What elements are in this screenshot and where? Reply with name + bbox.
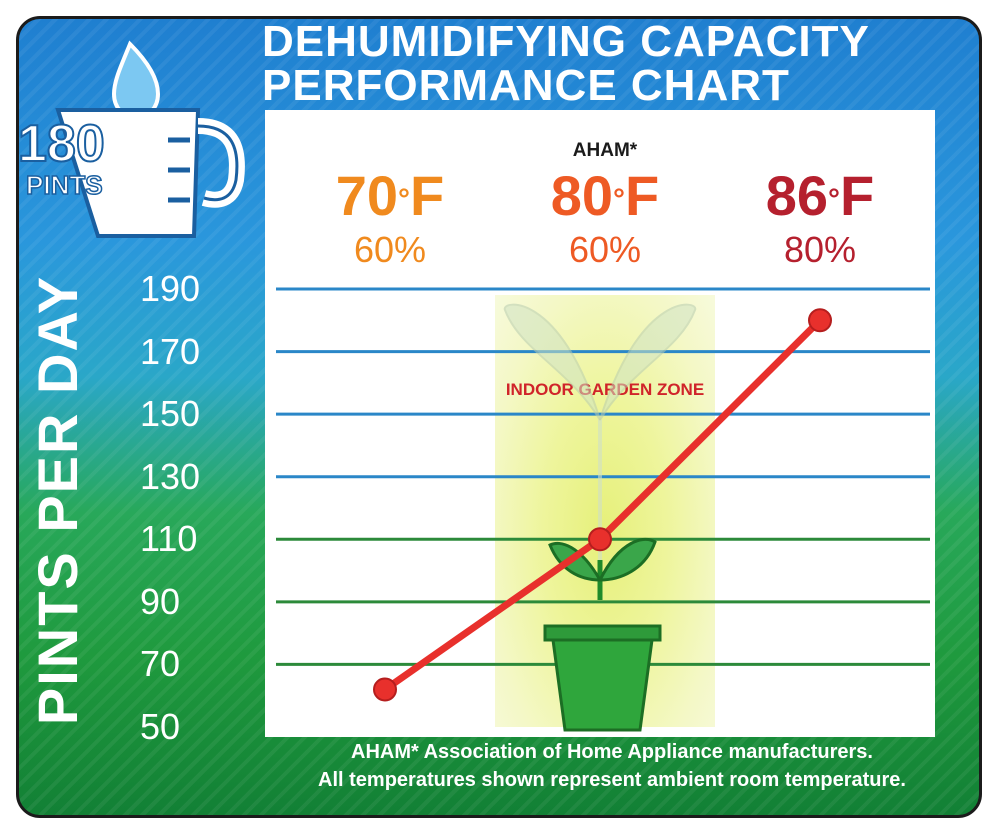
category-70: 70°F 60% bbox=[285, 168, 495, 270]
category-80: 80°F 60% bbox=[500, 168, 710, 270]
y-tick-190: 190 bbox=[140, 268, 201, 309]
badge-number: 180 bbox=[17, 115, 106, 173]
y-tick-110: 110 bbox=[140, 518, 198, 560]
category-temp-80: 80°F bbox=[550, 164, 660, 227]
category-humidity-70: 60% bbox=[353, 229, 427, 270]
footer-line-2: All temperatures shown represent ambient… bbox=[318, 769, 906, 791]
y-tick-130: 130 bbox=[140, 455, 201, 497]
plant-illustration bbox=[503, 303, 697, 732]
chart-title: DEHUMIDIFYING CAPACITY PERFORMANCE CHART bbox=[262, 20, 962, 108]
footer-line-1: AHAM* Association of Home Appliance manu… bbox=[351, 741, 873, 763]
category-temp-86: 86°F bbox=[765, 164, 875, 227]
data-point-86 bbox=[808, 308, 832, 333]
aham-label: AHAM* bbox=[572, 140, 638, 161]
title-line-1: DEHUMIDIFYING CAPACITY bbox=[262, 17, 870, 66]
data-point-70 bbox=[373, 677, 397, 702]
y-tick-170: 170 bbox=[140, 330, 201, 372]
y-tick-50: 50 bbox=[140, 706, 181, 747]
category-humidity-80: 60% bbox=[568, 229, 642, 270]
title-line-2: PERFORMANCE CHART bbox=[262, 61, 790, 110]
category-humidity-86: 80% bbox=[783, 229, 857, 270]
category-temp-70: 70°F bbox=[335, 164, 445, 227]
y-tick-70: 70 bbox=[140, 643, 181, 685]
category-86: 86°F 80% bbox=[715, 168, 925, 270]
grid-layer bbox=[276, 287, 930, 666]
badge-unit: PINTS bbox=[25, 170, 103, 200]
mark-layer bbox=[373, 308, 832, 702]
y-tick-150: 150 bbox=[140, 393, 201, 435]
y-tick-90: 90 bbox=[140, 580, 181, 622]
data-point-80 bbox=[588, 527, 612, 552]
zone-label: INDOOR GARDEN ZONE bbox=[505, 380, 705, 399]
measuring-cup-icon bbox=[55, 40, 245, 238]
footer: AHAM* Association of Home Appliance manu… bbox=[262, 738, 962, 794]
